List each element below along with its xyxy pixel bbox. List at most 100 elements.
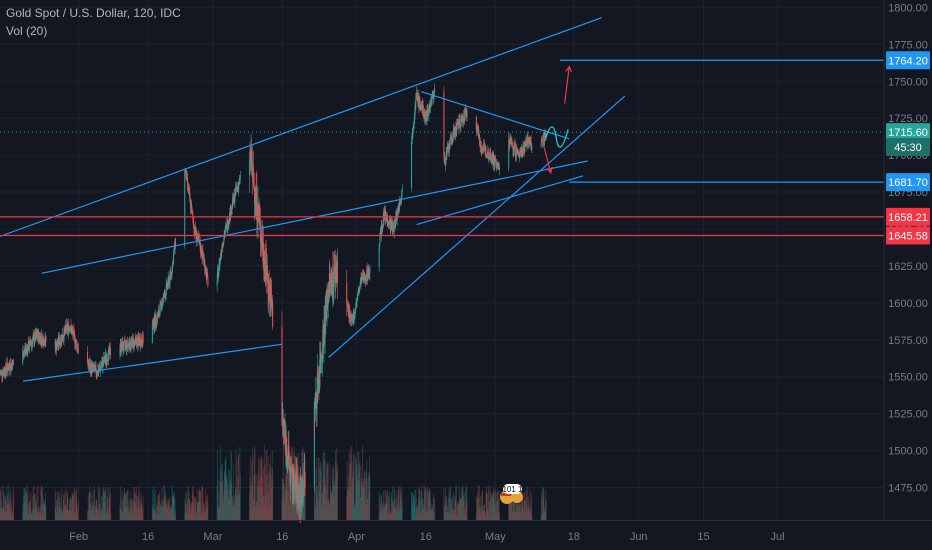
candle-body (155, 315, 157, 324)
volume-bar (284, 487, 286, 520)
volume-bar (44, 502, 46, 520)
candle-body (400, 202, 402, 204)
candle-body (360, 276, 362, 285)
candle-body (530, 148, 532, 150)
trendline-channel-upper[interactable] (0, 17, 602, 237)
candle-body (202, 249, 204, 256)
badge-count: 101 1 (502, 485, 523, 494)
volume-bar (458, 486, 460, 520)
projection-curve[interactable] (545, 126, 569, 148)
volume-bar (368, 492, 370, 520)
volume-bar (92, 506, 94, 520)
volume-bar (434, 497, 436, 520)
volume-bar (419, 488, 421, 520)
candle-body (203, 259, 205, 262)
candle-body (100, 366, 102, 371)
candle-body (353, 313, 355, 320)
volume-bar (91, 502, 93, 520)
candle-body (219, 259, 221, 267)
candle-body (266, 265, 268, 280)
candle-body (96, 374, 98, 376)
candle-body (252, 163, 254, 177)
volume-bar (95, 500, 97, 520)
volume-bar (365, 504, 367, 520)
volume-bar (171, 485, 173, 520)
candle-body (365, 278, 367, 280)
volume-bar (519, 488, 521, 520)
candle-body (424, 109, 426, 122)
volume-bar (33, 510, 35, 520)
volume-bar (282, 479, 284, 520)
candle-body (160, 301, 162, 304)
arrow-up-arrow-shaft[interactable] (564, 66, 570, 104)
volume-bar (368, 456, 370, 520)
candle-body (98, 366, 100, 371)
candle-body (36, 332, 38, 335)
volume-bar (57, 507, 59, 520)
candle-body (258, 216, 260, 219)
volume-bar (124, 489, 126, 520)
trendline-wedge-lower[interactable] (328, 95, 626, 358)
trendline-wedge-upper[interactable] (420, 91, 570, 140)
candle-body (29, 340, 31, 348)
volume-bar (110, 494, 112, 520)
volume-bar (221, 505, 223, 520)
candle-body (130, 341, 132, 348)
candle-body (413, 123, 415, 125)
volume-bar (518, 505, 520, 520)
volume-bar (140, 491, 142, 520)
volume-bar (226, 479, 228, 520)
volume-bar (129, 499, 131, 520)
candle-body (368, 272, 370, 276)
volume-bar (23, 488, 25, 520)
symbol-title[interactable]: Gold Spot / U.S. Dollar, 120, IDC (6, 6, 181, 20)
candle-body (331, 294, 333, 296)
candle-body (164, 291, 166, 295)
candle-body (433, 95, 435, 99)
arrow-down-arrow-shaft[interactable] (540, 137, 552, 173)
volume-bar (90, 510, 92, 520)
volume-bar (386, 489, 388, 520)
volume-bar (73, 487, 75, 520)
candle-body (132, 338, 134, 349)
candle-body (88, 366, 90, 367)
volume-bar (269, 463, 271, 520)
volume-bar (196, 488, 198, 520)
volume-bar (484, 511, 486, 520)
volume-bar (66, 508, 68, 520)
candlestick-series (0, 83, 547, 524)
volume-indicator-label[interactable]: Vol (20) (6, 24, 48, 38)
volume-bar (447, 512, 449, 520)
candle-body (207, 272, 209, 278)
candle-body (138, 335, 140, 340)
volume-bar (102, 488, 104, 520)
volume-bar (60, 507, 62, 520)
volume-bar (11, 500, 13, 520)
earnings-badge[interactable]: 101 1 (497, 484, 524, 505)
time-axis[interactable]: Feb 16 Mar 16 Apr 16 May 18 Jun 15 Jul (69, 531, 784, 543)
volume-bar (314, 505, 316, 520)
candle-body (425, 116, 427, 119)
volume-bar (509, 487, 511, 520)
arrow-up-arrow-head (565, 65, 573, 73)
drawing-layer[interactable] (0, 17, 884, 382)
candle-body (259, 217, 261, 220)
candle-body (133, 340, 135, 348)
volume-bar (282, 446, 284, 520)
candle-body (478, 133, 480, 141)
volume-bar (230, 450, 232, 520)
volume-bar (391, 512, 393, 520)
candle-body (414, 116, 416, 118)
volume-bar (159, 491, 161, 520)
volume-bar (348, 463, 350, 520)
candle-body (512, 144, 514, 146)
volume-bar (268, 483, 270, 520)
candle-body (73, 331, 75, 335)
trendline-channel-lower[interactable] (23, 343, 283, 382)
volume-bar (128, 499, 130, 520)
volume-bar (25, 498, 27, 520)
candle-body (510, 138, 512, 140)
candle-body (191, 207, 193, 212)
volume-bar (99, 504, 101, 520)
